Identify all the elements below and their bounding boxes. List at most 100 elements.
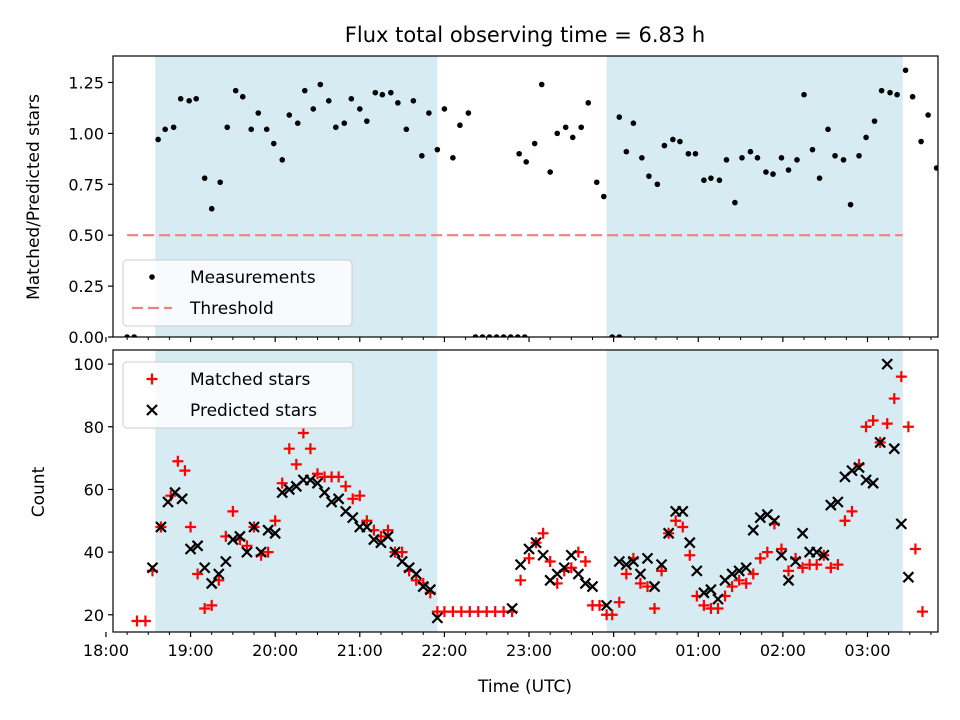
measurement-point xyxy=(341,120,348,126)
predicted-point xyxy=(620,558,633,571)
predicted-point xyxy=(712,593,724,605)
predicted-point xyxy=(768,514,781,527)
predicted-point xyxy=(705,583,717,596)
matched-point xyxy=(888,393,900,405)
measurement-point xyxy=(894,91,900,98)
predicted-point xyxy=(810,546,823,558)
count-y-tick-label: 80 xyxy=(84,418,104,437)
measurement-point xyxy=(609,334,616,337)
matched-point xyxy=(860,421,872,433)
measurement-point xyxy=(578,124,585,131)
measurement-point xyxy=(410,97,417,104)
measurement-point xyxy=(832,152,838,159)
predicted-point xyxy=(662,527,675,540)
predicted-point xyxy=(146,561,159,574)
matched-point xyxy=(846,505,858,517)
legend-label: Measurements xyxy=(190,268,316,288)
matched-point xyxy=(515,574,527,586)
legend-label: Matched stars xyxy=(190,370,310,390)
count-y-tick-label: 60 xyxy=(84,480,104,499)
predicted-point xyxy=(361,521,373,533)
matched-point xyxy=(733,574,745,586)
predicted-point xyxy=(641,552,654,565)
measurement-point xyxy=(493,334,500,337)
matched-point xyxy=(613,596,625,608)
predicted-point xyxy=(782,574,795,587)
predicted-point xyxy=(506,602,518,615)
x-tick-label: 02:00 xyxy=(760,641,806,660)
measurement-point xyxy=(239,93,246,100)
measurement-point xyxy=(933,165,938,171)
predicted-point xyxy=(410,568,422,580)
predicted-point xyxy=(747,524,760,536)
count-marks xyxy=(131,358,928,627)
measurement-point xyxy=(403,126,410,133)
predicted-point xyxy=(648,580,661,593)
matched-point xyxy=(354,490,366,502)
matched-point xyxy=(340,480,352,492)
matched-point xyxy=(740,577,752,589)
measurement-point xyxy=(426,110,432,116)
measurement-point xyxy=(723,157,730,163)
matched-point xyxy=(895,371,907,383)
measurement-point xyxy=(372,89,379,96)
measurement-point xyxy=(925,112,931,118)
predicted-point xyxy=(346,511,359,524)
measurement-point xyxy=(333,124,339,131)
predicted-point xyxy=(627,555,640,568)
measurement-point xyxy=(778,155,785,161)
predicted-point xyxy=(269,527,281,540)
matched-point xyxy=(269,515,281,527)
legend-label: Predicted stars xyxy=(190,401,317,421)
matched-point xyxy=(825,562,837,574)
count-legend: Matched stars Predicted stars xyxy=(122,361,354,429)
matched-point xyxy=(641,581,653,593)
predicted-point xyxy=(853,461,865,474)
measurement-point xyxy=(479,334,486,337)
measurement-point xyxy=(794,157,800,163)
matched-point xyxy=(139,615,151,627)
matched-point xyxy=(565,562,577,574)
matched-point xyxy=(347,493,359,505)
x-tick-label: 18:00 xyxy=(83,641,129,660)
x-tick-label: 22:00 xyxy=(421,641,467,660)
measurement-point xyxy=(224,124,231,131)
measurement-point xyxy=(538,81,545,88)
measurement-point xyxy=(294,120,301,126)
legend-label: Threshold xyxy=(189,299,274,319)
measurement-point xyxy=(593,179,600,186)
x-tick-label: 03:00 xyxy=(844,641,890,660)
predicted-point xyxy=(191,540,204,552)
measurement-point xyxy=(554,130,561,137)
matched-point xyxy=(410,574,422,586)
predicted-point xyxy=(311,477,324,489)
measurement-point xyxy=(507,334,514,337)
measurement-point xyxy=(770,171,776,177)
predicted-point xyxy=(579,577,592,590)
predicted-point xyxy=(874,436,886,449)
predicted-point xyxy=(655,558,668,571)
matched-point xyxy=(544,556,556,567)
measurement-point xyxy=(531,140,538,147)
matched-point xyxy=(311,468,323,480)
predicted-point xyxy=(198,561,211,574)
predicted-point xyxy=(514,558,527,571)
measurement-point xyxy=(472,334,479,337)
matched-point xyxy=(241,540,253,552)
measurement-point xyxy=(364,118,370,124)
ratio-y-tick-label: 1.25 xyxy=(68,73,104,92)
predicted-point xyxy=(241,546,253,558)
matched-point xyxy=(677,521,689,533)
predicted-point xyxy=(586,580,599,593)
predicted-point xyxy=(176,493,188,505)
predicted-point xyxy=(431,612,444,624)
measurement-point xyxy=(909,93,916,100)
ratio-y-tick-label: 0.50 xyxy=(68,226,104,245)
measurement-point xyxy=(569,134,576,141)
matched-point xyxy=(333,471,345,483)
ratio-y-tick-label: 0.00 xyxy=(68,328,104,347)
count-y-tick-label: 100 xyxy=(73,355,104,374)
predicted-point xyxy=(227,533,239,546)
predicted-point xyxy=(162,496,174,508)
